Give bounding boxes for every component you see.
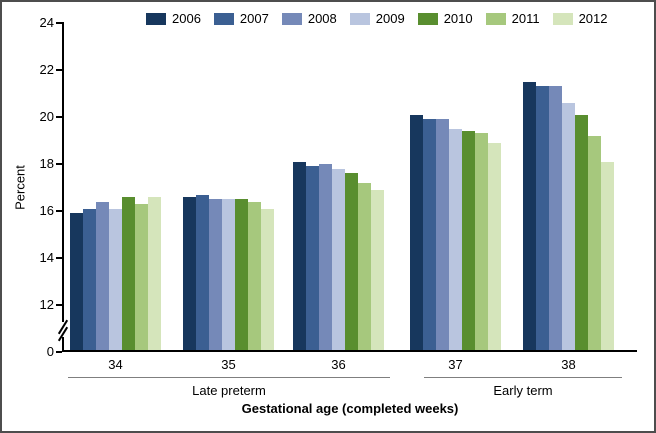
bar-2011-week36 xyxy=(358,182,371,351)
bar-2009-week34 xyxy=(109,208,122,351)
legend-item-2010: 2010 xyxy=(417,11,473,27)
bar-2008-week35 xyxy=(209,199,222,351)
bar-2010-week37 xyxy=(462,131,475,351)
bar-2006-week34 xyxy=(70,213,83,351)
x-axis-title: Gestational age (completed weeks) xyxy=(241,401,459,416)
legend-item-2008: 2008 xyxy=(281,11,337,27)
bar-2008-week34 xyxy=(96,201,109,351)
legend-label-2012: 2012 xyxy=(578,11,608,26)
legend-swatch-2012 xyxy=(552,13,573,25)
legend-item-2006: 2006 xyxy=(146,11,201,27)
x-tick-label-38: 38 xyxy=(561,357,576,372)
late-preterm-rule xyxy=(68,377,390,378)
y-tick-label: 12 xyxy=(39,297,54,312)
y-tick-label: 22 xyxy=(39,62,54,77)
bar-2011-week35 xyxy=(248,201,261,351)
y-tick xyxy=(56,116,62,118)
legend-label-2006: 2006 xyxy=(172,11,201,26)
bar-2011-week37 xyxy=(475,133,488,351)
bar-2012-week35 xyxy=(261,208,274,351)
bar-2010-week38 xyxy=(575,114,588,351)
bar-2007-week38 xyxy=(536,86,549,351)
bar-2010-week35 xyxy=(235,199,248,351)
legend-item-2012: 2012 xyxy=(552,11,608,27)
early-term-rule xyxy=(424,377,622,378)
legend-item-2011: 2011 xyxy=(485,11,540,27)
legend-swatch-2011 xyxy=(485,13,506,25)
bar-2008-week38 xyxy=(549,86,562,351)
y-tick-label: 0 xyxy=(46,344,54,359)
bar-2008-week37 xyxy=(436,119,449,351)
legend-swatch-2009 xyxy=(349,13,370,25)
bar-2009-week38 xyxy=(562,102,575,351)
legend-label-2009: 2009 xyxy=(375,11,405,26)
y-tick xyxy=(56,257,62,259)
bar-2012-week38 xyxy=(601,161,614,351)
x-tick-label-37: 37 xyxy=(448,357,463,372)
bar-2010-week34 xyxy=(122,196,135,351)
y-tick xyxy=(56,351,62,353)
bar-2009-week36 xyxy=(332,168,345,351)
bar-2011-week38 xyxy=(588,135,601,351)
bar-2012-week34 xyxy=(148,196,161,351)
bar-2010-week36 xyxy=(345,173,358,351)
bar-2008-week36 xyxy=(319,164,332,351)
bar-2009-week35 xyxy=(222,199,235,351)
legend-item-2007: 2007 xyxy=(213,11,269,27)
legend-label-2011: 2011 xyxy=(511,11,540,26)
bar-2006-week38 xyxy=(523,81,536,351)
y-tick xyxy=(56,304,62,306)
y-tick xyxy=(56,22,62,24)
legend-item-2009: 2009 xyxy=(349,11,405,27)
y-tick-label: 14 xyxy=(39,250,54,265)
legend-swatch-2008 xyxy=(281,13,302,25)
y-tick-label: 20 xyxy=(39,109,54,124)
y-tick xyxy=(56,163,62,165)
bar-2009-week37 xyxy=(449,128,462,351)
bar-2006-week36 xyxy=(293,161,306,351)
legend-swatch-2007 xyxy=(213,13,234,25)
bar-2007-week34 xyxy=(83,208,96,351)
legend-swatch-2006 xyxy=(146,13,166,25)
bar-2006-week35 xyxy=(183,196,196,351)
legend-label-2008: 2008 xyxy=(307,11,337,26)
bar-2012-week37 xyxy=(488,142,501,351)
bar-2006-week37 xyxy=(410,114,423,351)
legend-label-2010: 2010 xyxy=(443,11,473,26)
early-term-label: Early term xyxy=(493,383,553,398)
y-tick-label: 24 xyxy=(39,15,54,30)
axis-break-gap xyxy=(60,322,66,337)
x-tick-label-34: 34 xyxy=(108,357,123,372)
bar-2007-week37 xyxy=(423,119,436,351)
y-tick xyxy=(56,69,62,71)
x-tick-label-36: 36 xyxy=(331,357,346,372)
bar-2007-week35 xyxy=(196,194,209,351)
bar-2012-week36 xyxy=(371,189,384,351)
y-tick xyxy=(56,210,62,212)
legend-swatch-2010 xyxy=(417,13,438,25)
bar-2011-week34 xyxy=(135,203,148,351)
bar-2007-week36 xyxy=(306,166,319,351)
late-preterm-label: Late preterm xyxy=(192,383,266,398)
chart-legend: 2006 2007 2008 2009 2010 2011 2012 xyxy=(146,11,608,27)
y-axis-line xyxy=(62,22,64,352)
x-axis-line xyxy=(62,350,637,352)
legend-label-2007: 2007 xyxy=(239,11,269,26)
x-tick-label-35: 35 xyxy=(221,357,236,372)
y-tick-label: 18 xyxy=(39,156,54,171)
y-tick-label: 16 xyxy=(39,203,54,218)
